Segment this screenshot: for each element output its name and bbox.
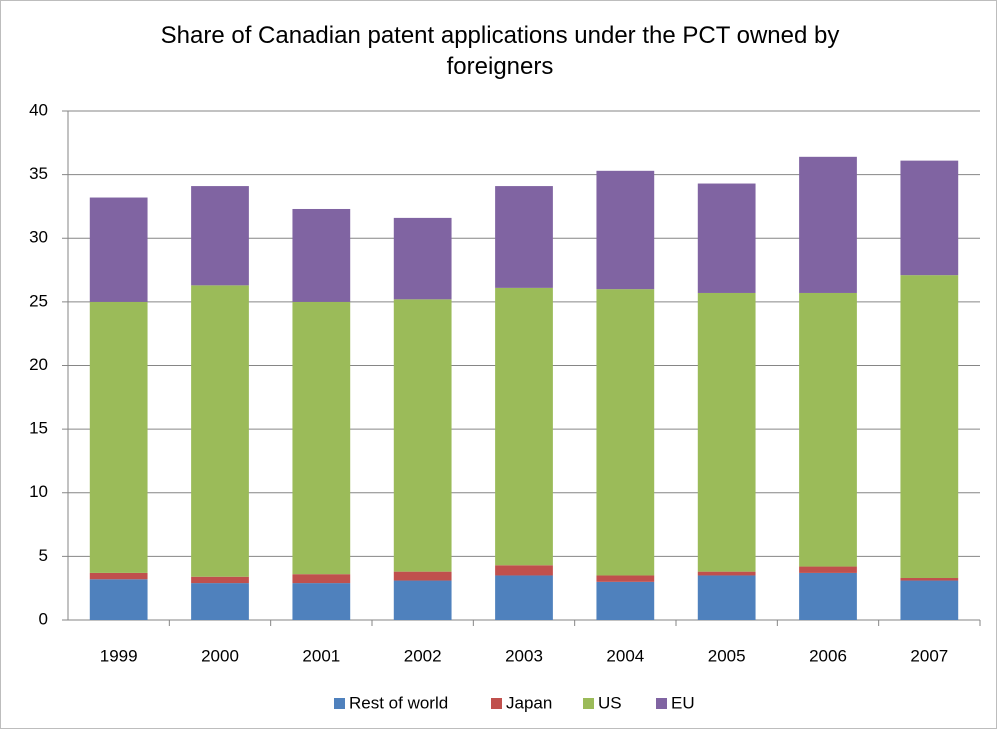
legend-swatch bbox=[334, 698, 345, 709]
bar-segment bbox=[393, 217, 452, 300]
bar-segment bbox=[495, 565, 553, 576]
bar-segment bbox=[89, 197, 148, 302]
bar-segment bbox=[697, 575, 756, 620]
y-tick-label: 5 bbox=[39, 546, 48, 565]
bar-segment bbox=[191, 583, 249, 620]
bar-segment bbox=[596, 575, 655, 582]
bar-segment bbox=[292, 208, 351, 302]
bar-segment bbox=[596, 170, 655, 290]
bar-segment bbox=[191, 186, 249, 286]
x-tick-label: 2000 bbox=[201, 646, 239, 665]
x-tick-label: 2003 bbox=[505, 646, 543, 665]
bar-segment bbox=[89, 572, 148, 580]
bar-segment bbox=[393, 299, 452, 572]
bar-segment bbox=[292, 583, 351, 620]
bar-segment bbox=[495, 575, 553, 620]
bar-segment bbox=[393, 571, 452, 581]
bar-segment bbox=[596, 581, 655, 620]
bar-segment bbox=[799, 566, 857, 573]
bar-segment bbox=[799, 292, 857, 567]
bar-segment bbox=[596, 289, 655, 576]
x-tick-label: 2001 bbox=[302, 646, 340, 665]
bar-segment bbox=[697, 571, 756, 576]
bar-segment bbox=[900, 275, 959, 579]
bar-segment bbox=[900, 160, 959, 276]
x-tick-label: 2004 bbox=[606, 646, 644, 665]
bar-segment bbox=[191, 576, 249, 584]
legend-label: US bbox=[598, 693, 622, 712]
bar-segment bbox=[89, 301, 148, 573]
y-tick-label: 40 bbox=[29, 100, 48, 119]
bar-segment bbox=[292, 301, 351, 575]
bar-segment bbox=[495, 186, 553, 288]
bar-segment bbox=[292, 574, 351, 584]
y-tick-label: 15 bbox=[29, 419, 48, 438]
y-tick-label: 35 bbox=[29, 164, 48, 183]
x-tick-label: 2005 bbox=[708, 646, 746, 665]
bar-segment bbox=[799, 572, 857, 620]
x-tick-label: 1999 bbox=[100, 646, 138, 665]
y-tick-label: 10 bbox=[29, 482, 48, 501]
legend-swatch bbox=[491, 698, 502, 709]
bar-segment bbox=[900, 578, 959, 581]
bar-segment bbox=[191, 285, 249, 577]
x-tick-label: 2007 bbox=[910, 646, 948, 665]
chart-title: Share of Canadian patent applications un… bbox=[160, 22, 840, 80]
bar-segment bbox=[900, 580, 959, 620]
bar-segment bbox=[495, 287, 553, 566]
legend-swatch bbox=[583, 698, 594, 709]
bar-segment bbox=[697, 183, 756, 293]
y-tick-label: 30 bbox=[29, 228, 48, 247]
x-tick-label: 2006 bbox=[809, 646, 847, 665]
bar-segment bbox=[697, 292, 756, 572]
legend-swatch bbox=[656, 698, 667, 709]
y-tick-label: 25 bbox=[29, 291, 48, 310]
bar-segment bbox=[393, 580, 452, 620]
legend-label: EU bbox=[671, 693, 695, 712]
bar-segment bbox=[799, 156, 857, 293]
y-tick-label: 20 bbox=[29, 355, 48, 374]
y-tick-label: 0 bbox=[39, 609, 48, 628]
x-tick-label: 2002 bbox=[404, 646, 442, 665]
bar-segment bbox=[89, 579, 148, 620]
legend-label: Japan bbox=[506, 693, 552, 712]
legend-label: Rest of world bbox=[349, 693, 448, 712]
